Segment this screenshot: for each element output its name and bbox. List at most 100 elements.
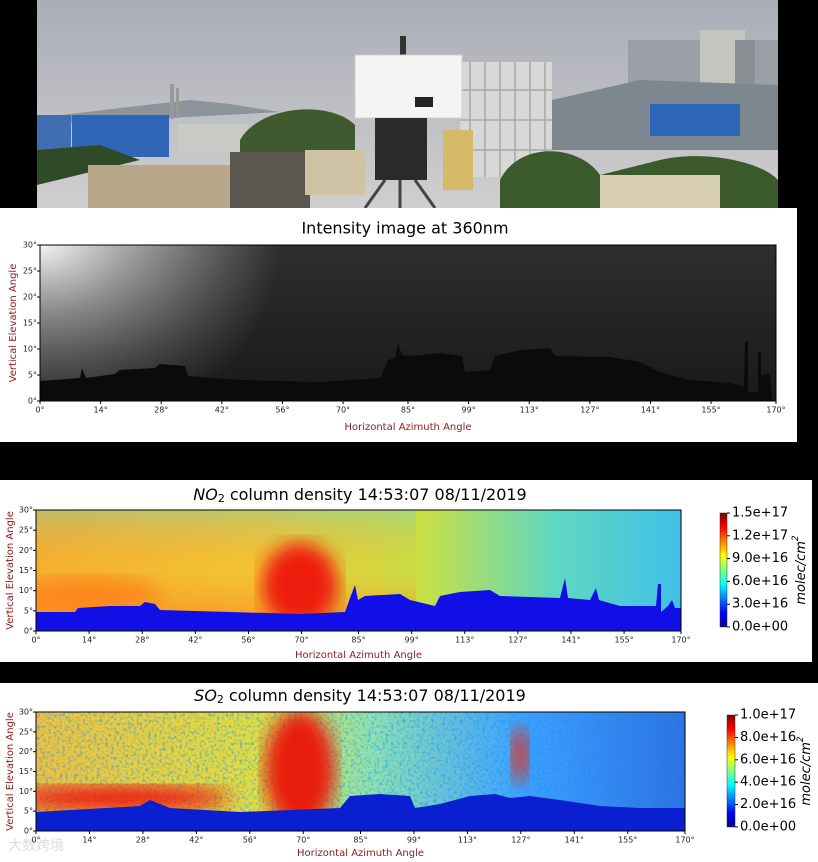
colorbar-unit: molec/cm xyxy=(794,541,809,605)
building xyxy=(178,124,248,154)
y-tick-label: 0° xyxy=(24,827,33,836)
colorbar-unit: molec/cm xyxy=(799,742,814,806)
y-tick-label: 5° xyxy=(28,371,37,380)
colorbar-tick-label: 6.0e+16 xyxy=(740,752,796,767)
x-tick-label: 113° xyxy=(520,406,539,415)
x-tick-label: 28° xyxy=(136,836,150,845)
x-tick-label: 170° xyxy=(675,836,694,845)
x-tick-label: 141° xyxy=(641,406,660,415)
y-tick-label: 0° xyxy=(24,627,33,636)
y-axis-label: Vertical Elevation Angle xyxy=(5,511,16,630)
colorbar-tick-label: 4.0e+16 xyxy=(740,775,796,790)
x-tick-label: 141° xyxy=(565,836,584,845)
y-tick-label: 30° xyxy=(23,241,37,250)
x-tick-label: 85° xyxy=(401,406,415,415)
x-tick-label: 0° xyxy=(31,836,40,845)
antenna xyxy=(400,36,406,58)
colorbar-tick-label: 0.0e+00 xyxy=(740,820,796,835)
colorbar-tick-label: 1.2e+17 xyxy=(732,528,788,543)
y-tick-label: 20° xyxy=(19,747,33,756)
chimney xyxy=(176,88,179,118)
x-tick-label: 14° xyxy=(82,636,96,645)
x-tick-label: 113° xyxy=(455,636,474,645)
y-tick-label: 25° xyxy=(19,526,33,535)
x-axis-label: Horizontal Azimuth Angle xyxy=(297,848,424,859)
x-tick-label: 0° xyxy=(31,636,40,645)
colorbar-unit-exponent: 2 xyxy=(796,736,806,742)
x-tick-label: 99° xyxy=(405,636,419,645)
so2-plume xyxy=(512,727,528,783)
y-tick-label: 5° xyxy=(24,606,33,615)
no2-haze xyxy=(36,577,160,613)
colorbar-label: molec/cm2 xyxy=(791,535,809,605)
x-tick-label: 28° xyxy=(135,636,149,645)
building xyxy=(650,104,740,136)
x-tick-label: 14° xyxy=(82,836,96,845)
colorbar-tick-label: 8.0e+16 xyxy=(740,730,796,745)
title-subscript: 2 xyxy=(217,693,224,706)
no2-map xyxy=(36,510,681,631)
colorbar xyxy=(726,714,736,828)
title-subscript: 2 xyxy=(218,492,225,505)
x-tick-label: 85° xyxy=(353,836,367,845)
x-tick-label: 42° xyxy=(189,836,203,845)
photo xyxy=(0,0,818,209)
skyline xyxy=(36,794,685,831)
y-tick-label: 5° xyxy=(24,807,33,816)
x-tick-label: 56° xyxy=(243,836,257,845)
y-tick-label: 30° xyxy=(19,506,33,515)
instrument-lens xyxy=(415,97,433,107)
y-tick-label: 10° xyxy=(19,586,33,595)
panel-title: Intensity image at 360nm xyxy=(301,219,508,238)
so2-surface xyxy=(36,786,230,810)
colorbar-tick-label: 1.5e+17 xyxy=(732,506,788,521)
y-tick-label: 25° xyxy=(19,727,33,736)
x-tick-label: 155° xyxy=(701,406,720,415)
y-tick-label: 30° xyxy=(19,708,33,717)
building xyxy=(230,152,310,208)
x-tick-label: 170° xyxy=(671,636,690,645)
x-tick-label: 28° xyxy=(154,406,168,415)
skyline xyxy=(40,342,772,401)
y-axis-label: Vertical Elevation Angle xyxy=(8,264,19,383)
so2-map xyxy=(36,712,685,831)
y-tick-label: 20° xyxy=(23,293,37,302)
y-tick-label: 15° xyxy=(19,767,33,776)
panel-title: SO2 column density 14:53:07 08/11/2019 xyxy=(194,686,526,707)
x-tick-label: 127° xyxy=(580,406,599,415)
colorbar-label: molec/cm2 xyxy=(796,736,814,806)
building xyxy=(600,175,720,208)
x-tick-label: 99° xyxy=(462,406,476,415)
x-tick-label: 155° xyxy=(614,636,633,645)
y-tick-label: 15° xyxy=(19,566,33,575)
x-tick-label: 56° xyxy=(275,406,289,415)
x-tick-label: 141° xyxy=(561,636,580,645)
x-tick-label: 127° xyxy=(508,636,527,645)
x-tick-label: 170° xyxy=(766,406,785,415)
building xyxy=(443,130,473,190)
x-tick-label: 127° xyxy=(511,836,530,845)
x-tick-label: 113° xyxy=(458,836,477,845)
title-species: SO xyxy=(194,686,217,705)
colorbar-tick-label: 0.0e+00 xyxy=(732,620,788,635)
skyline xyxy=(36,578,681,631)
x-tick-label: 70° xyxy=(296,836,310,845)
margin xyxy=(778,0,818,208)
y-tick-label: 25° xyxy=(23,267,37,276)
x-axis-label: Horizontal Azimuth Angle xyxy=(344,422,471,433)
colorbar-tick-label: 3.0e+16 xyxy=(732,597,788,612)
x-tick-label: 14° xyxy=(94,406,108,415)
x-tick-label: 42° xyxy=(215,406,229,415)
title-text: column density 14:53:07 08/11/2019 xyxy=(229,686,526,705)
panel-title: NO2 column density 14:53:07 08/11/2019 xyxy=(193,485,526,506)
y-tick-label: 0° xyxy=(28,397,37,406)
colorbar-tick-label: 9.0e+16 xyxy=(732,551,788,566)
so2-plume xyxy=(265,712,335,830)
colorbar-unit-exponent: 2 xyxy=(791,535,801,541)
tripod xyxy=(363,179,437,209)
chimney xyxy=(170,84,174,119)
colorbar-tick-label: 2.0e+16 xyxy=(740,797,796,812)
y-tick-label: 10° xyxy=(19,787,33,796)
y-tick-label: 15° xyxy=(23,319,37,328)
